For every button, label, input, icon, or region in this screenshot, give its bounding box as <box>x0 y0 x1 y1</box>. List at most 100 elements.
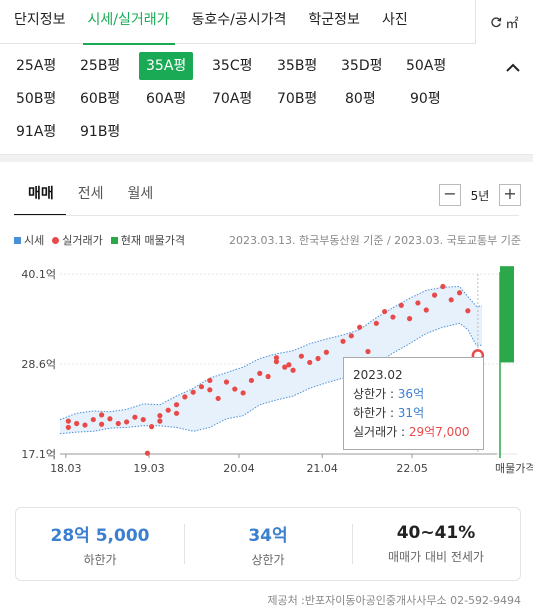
actual-trade-point <box>107 416 113 422</box>
actual-trade-point <box>273 359 280 365</box>
actual-trade-point <box>382 308 388 315</box>
tab-jeonse[interactable]: 전세 <box>77 186 104 202</box>
actual-trade-point <box>357 324 363 330</box>
x-tick-label: 21.04 <box>306 462 338 475</box>
lower-price-line <box>59 322 482 435</box>
actual-trade-point <box>448 297 454 303</box>
size-chip-selected[interactable]: 35A평 <box>139 52 194 80</box>
actual-trade-point <box>99 412 105 418</box>
actual-trade-point <box>182 394 188 400</box>
actual-trade-point <box>298 353 304 359</box>
legend-swatch-actual <box>52 236 60 244</box>
actual-trade-point <box>173 410 180 416</box>
legend-label-listing: 현재 매물가격 <box>120 234 185 247</box>
tab-school[interactable]: 학군정보 <box>308 11 360 28</box>
period-plus-button[interactable]: + <box>499 184 521 206</box>
summary-upper-value: 34억 <box>248 525 288 546</box>
period-label: 5년 <box>470 188 490 203</box>
size-chip[interactable]: 91B평 <box>80 124 121 140</box>
actual-trade-point <box>232 386 238 392</box>
legend-label-actual: 실거래가 <box>62 234 103 247</box>
tab-photos[interactable]: 사진 <box>381 11 408 28</box>
actual-trade-point <box>148 424 155 430</box>
actual-trade-point <box>323 349 329 355</box>
actual-trade-point <box>82 422 88 428</box>
tooltip-upper: 상한가 : 36억 <box>353 387 425 401</box>
unit-toggle-button[interactable]: ㎡ <box>475 0 533 44</box>
listing-price-bar <box>500 266 514 363</box>
summary-ratio-label: 매매가 대비 전세가 <box>388 550 484 564</box>
period-minus-button[interactable]: − <box>439 184 461 206</box>
tab-complex-info[interactable]: 단지정보 <box>14 11 66 28</box>
actual-trade-point <box>115 420 121 427</box>
legend-swatch-band <box>14 236 21 244</box>
actual-trade-point <box>257 370 263 376</box>
tooltip-upper-value: 36억 <box>397 387 425 401</box>
actual-trade-point <box>144 450 150 456</box>
section-divider <box>0 154 533 162</box>
legend-swatch-listing <box>110 236 118 244</box>
tab-monthly-rent[interactable]: 월세 <box>127 186 154 202</box>
tooltip-lower-value: 31억 <box>397 406 425 420</box>
tab-underline-divider <box>14 215 519 216</box>
actual-trade-point <box>65 424 71 430</box>
actual-trade-point <box>315 355 321 362</box>
x-tick-label: 22.05 <box>396 462 428 475</box>
size-chip[interactable]: 60A평 <box>146 91 187 107</box>
size-chip[interactable]: 50B평 <box>16 91 57 107</box>
actual-trade-point <box>165 407 171 413</box>
y-tick-label: 40.1억 <box>21 268 56 281</box>
actual-trade-point <box>290 367 296 373</box>
size-chip[interactable]: 90평 <box>410 91 441 107</box>
collapse-sizes-button[interactable] <box>503 58 523 78</box>
chevron-up-icon <box>506 63 520 72</box>
actual-trade-point <box>173 402 180 408</box>
x-tick-label: 20.04 <box>223 462 255 475</box>
actual-trade-point <box>157 418 163 424</box>
listing-axis-label: 매물가격 <box>495 462 533 475</box>
actual-trade-point <box>240 390 246 396</box>
actual-trade-point <box>282 364 288 370</box>
size-chip[interactable]: 35D평 <box>341 58 383 74</box>
actual-trade-point <box>74 420 80 427</box>
summary-ratio-value: 40~41% <box>396 523 476 543</box>
actual-trade-point <box>307 359 313 366</box>
actual-trade-point <box>465 308 471 314</box>
tab-unit-price[interactable]: 동호수/공시가격 <box>191 11 287 28</box>
size-chip[interactable]: 70A평 <box>212 91 253 107</box>
size-chip[interactable]: 50A평 <box>406 58 447 74</box>
chart-legend: 시세 실거래가 현재 매물가격 <box>14 232 185 248</box>
size-chip[interactable]: 35B평 <box>277 58 318 74</box>
summary-ratio: 40~41% 매매가 대비 전세가 <box>352 508 520 580</box>
data-source-note: 2023.03.13. 한국부동산원 기준 / 2023.03. 국토교통부 기… <box>229 234 521 247</box>
actual-trade-point <box>223 379 230 385</box>
size-chip[interactable]: 60B평 <box>80 91 121 107</box>
size-chip[interactable]: 25A평 <box>16 58 57 74</box>
actual-trade-point <box>123 419 130 425</box>
summary-lower-label: 하한가 <box>83 552 117 567</box>
summary-upper-label: 상한가 <box>251 552 285 567</box>
size-chip[interactable]: 25B평 <box>80 58 121 74</box>
size-chip[interactable]: 35C평 <box>212 58 253 74</box>
actual-trade-point <box>286 362 292 368</box>
tooltip-actual-value: 29억7,000 <box>408 425 470 439</box>
size-chip[interactable]: 91A평 <box>16 124 57 140</box>
actual-trade-point <box>348 333 354 339</box>
actual-trade-point <box>215 395 221 402</box>
actual-trade-point <box>456 290 463 296</box>
actual-trade-point <box>431 292 438 298</box>
actual-trade-point <box>207 377 213 384</box>
actual-trade-point <box>365 348 371 355</box>
actual-trade-point <box>340 338 346 344</box>
actual-trade-point <box>90 416 96 423</box>
actual-trade-point <box>65 418 71 424</box>
summary-lower-value: 28억 5,000 <box>50 525 150 546</box>
tab-price[interactable]: 시세/실거래가 <box>77 0 181 45</box>
size-chip[interactable]: 80평 <box>345 91 376 107</box>
size-chip[interactable]: 70B평 <box>277 91 318 107</box>
y-tick-label: 17.1억 <box>21 448 56 461</box>
actual-trade-point <box>423 307 429 313</box>
tab-sale[interactable]: 매매 <box>14 172 66 216</box>
actual-trade-point <box>373 320 379 326</box>
